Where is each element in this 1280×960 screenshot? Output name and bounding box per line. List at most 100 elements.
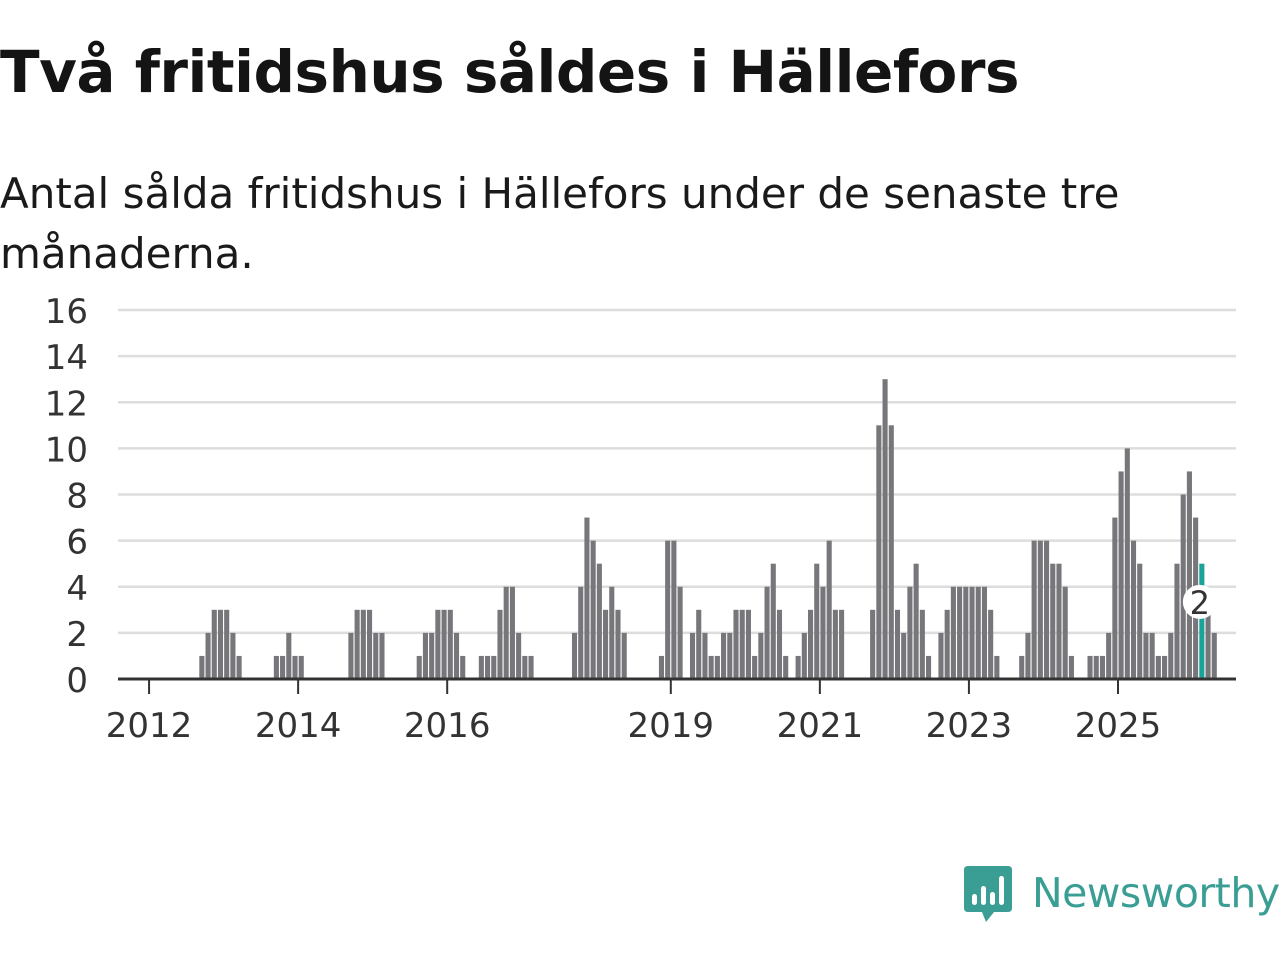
bar <box>1031 540 1037 680</box>
bar <box>584 517 590 679</box>
bar <box>441 609 447 679</box>
bar <box>298 655 304 679</box>
brand-name: Newsworthy <box>1032 869 1280 917</box>
bar <box>689 632 696 680</box>
bar <box>882 379 888 679</box>
bar <box>236 655 242 679</box>
bar <box>832 609 838 679</box>
bar <box>621 632 627 680</box>
bar <box>807 609 814 679</box>
bar <box>1062 586 1068 679</box>
bar <box>429 632 435 680</box>
bar <box>795 655 801 679</box>
bar <box>596 563 602 679</box>
bar <box>957 586 963 679</box>
bar <box>491 655 497 679</box>
bar <box>714 655 720 679</box>
bar <box>963 586 969 679</box>
bar <box>745 609 751 679</box>
bar <box>590 540 596 680</box>
bar <box>752 655 758 679</box>
bar-highlight <box>1199 563 1205 679</box>
bar <box>224 609 230 679</box>
bar <box>894 609 901 679</box>
y-tick-label-14: 14 <box>45 338 88 378</box>
bar <box>1093 655 1099 679</box>
bar <box>801 632 807 680</box>
bar <box>1180 494 1186 679</box>
bar <box>373 632 379 680</box>
bar <box>522 655 528 679</box>
newsworthy-logo-icon <box>964 866 1012 922</box>
bar <box>665 540 671 680</box>
bar <box>447 609 453 679</box>
y-tick-label-8: 8 <box>66 477 88 517</box>
bar <box>1205 609 1211 679</box>
y-tick-label-6: 6 <box>66 523 88 563</box>
bar <box>1186 471 1192 679</box>
bar <box>671 540 677 680</box>
bar <box>944 609 950 679</box>
bar <box>217 609 224 679</box>
bar <box>994 655 1000 679</box>
bar <box>1124 448 1130 680</box>
bar <box>1211 632 1217 680</box>
bar <box>1044 540 1050 680</box>
x-tick-label-2025: 2025 <box>1075 706 1162 746</box>
bar <box>913 563 919 679</box>
bar <box>1168 632 1174 680</box>
bar <box>733 609 739 679</box>
bar <box>230 632 236 680</box>
bar <box>1118 471 1124 679</box>
x-tick-label-2023: 2023 <box>926 706 1013 746</box>
bar <box>870 609 876 679</box>
bar <box>1106 632 1112 680</box>
bar <box>280 655 286 679</box>
bar <box>876 425 882 679</box>
x-tick-label-2019: 2019 <box>628 706 715 746</box>
bar <box>1068 655 1074 679</box>
x-axis: 2012 2014 2016 2019 2021 2023 2025 <box>106 677 1236 746</box>
bar <box>509 586 515 679</box>
x-tick-label-2016: 2016 <box>404 706 491 746</box>
bar <box>273 655 279 679</box>
bar <box>292 655 298 679</box>
bar <box>360 609 366 679</box>
bar <box>211 609 217 679</box>
bar <box>528 655 534 679</box>
bar <box>422 632 428 680</box>
bars <box>199 379 1217 680</box>
bar <box>379 632 385 680</box>
bar <box>1149 632 1155 680</box>
y-tick-label-12: 12 <box>45 384 88 424</box>
bar <box>988 609 994 679</box>
bar <box>1137 563 1143 679</box>
bar <box>1087 655 1093 679</box>
bar <box>975 586 981 679</box>
bar <box>901 632 907 680</box>
bar <box>1143 632 1149 680</box>
bar <box>739 609 745 679</box>
bar <box>354 609 360 679</box>
bar <box>770 563 776 679</box>
bar <box>677 586 683 679</box>
bar <box>758 632 764 680</box>
chart-title: Två fritidshus såldes i Hällefors <box>0 38 1020 106</box>
bar <box>435 609 441 679</box>
bar <box>1019 655 1025 679</box>
bar <box>776 609 783 679</box>
bar <box>721 632 727 680</box>
y-tick-label-16: 16 <box>45 292 88 332</box>
bar <box>727 632 733 680</box>
bar <box>764 586 770 679</box>
bar <box>603 609 609 679</box>
bar <box>609 586 615 679</box>
bar <box>516 632 522 680</box>
bar <box>497 609 503 679</box>
bar <box>1174 563 1180 679</box>
y-tick-label-4: 4 <box>66 569 88 609</box>
x-tick-label-2014: 2014 <box>255 706 342 746</box>
bar <box>1099 655 1106 679</box>
bar <box>453 632 460 680</box>
bar <box>1130 540 1137 680</box>
